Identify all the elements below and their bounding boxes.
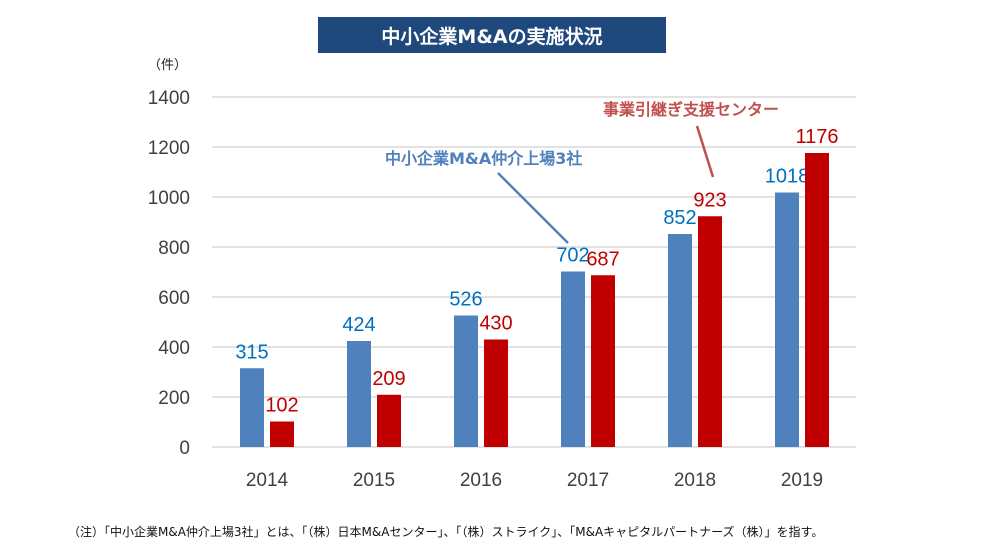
- x-tick-label: 2019: [781, 470, 823, 491]
- data-label: 1176: [795, 126, 838, 148]
- callout-label-brokers: 中小企業M&A仲介上場3社: [385, 149, 582, 168]
- bar-center: [377, 394, 401, 447]
- data-label: 852: [663, 207, 696, 229]
- y-tick-label: 400: [158, 338, 190, 359]
- data-label: 526: [449, 289, 482, 311]
- bar-center: [591, 275, 615, 447]
- callout-line-brokers: [497, 172, 569, 244]
- footnote: （注）「中小企業M&A仲介上場3社」とは、「（株）日本M&Aセンター」、「（株）…: [68, 525, 824, 539]
- y-tick-label: 0: [179, 438, 190, 459]
- y-axis-unit: （件）: [148, 58, 188, 73]
- data-label: 102: [265, 395, 298, 417]
- data-label: 923: [693, 189, 726, 211]
- bar-brokers: [240, 368, 264, 447]
- data-label: 687: [586, 248, 619, 270]
- x-tick-label: 2017: [567, 470, 609, 491]
- x-tick-label: 2018: [674, 470, 716, 491]
- callout-line-center: [695, 125, 715, 178]
- data-label: 430: [479, 313, 512, 335]
- callout-label-center: 事業引継ぎ支援センター: [603, 100, 779, 119]
- x-tick-label: 2016: [460, 470, 502, 491]
- data-label: 315: [235, 341, 268, 363]
- bar-center: [484, 339, 508, 447]
- bar-center: [805, 153, 829, 447]
- data-label: 209: [372, 368, 405, 390]
- y-tick-label: 200: [158, 388, 190, 409]
- bar-brokers: [454, 315, 478, 447]
- y-tick-label: 1000: [148, 188, 190, 209]
- bar-brokers: [668, 234, 692, 447]
- data-label: 424: [342, 314, 375, 336]
- chart-title: 中小企業M&Aの実施状況: [318, 17, 666, 53]
- bar-brokers: [561, 271, 585, 447]
- y-tick-label: 1400: [148, 88, 190, 109]
- bar-brokers: [347, 341, 371, 447]
- data-label: 702: [556, 245, 589, 267]
- data-label: 1018: [765, 166, 810, 188]
- y-tick-label: 1200: [148, 138, 190, 159]
- x-tick-label: 2014: [246, 470, 289, 491]
- y-tick-label: 600: [158, 288, 190, 309]
- x-tick-label: 2015: [353, 470, 395, 491]
- bar-brokers: [775, 192, 799, 447]
- y-tick-label: 800: [158, 238, 190, 259]
- bar-center: [270, 421, 294, 447]
- bar-center: [698, 216, 722, 447]
